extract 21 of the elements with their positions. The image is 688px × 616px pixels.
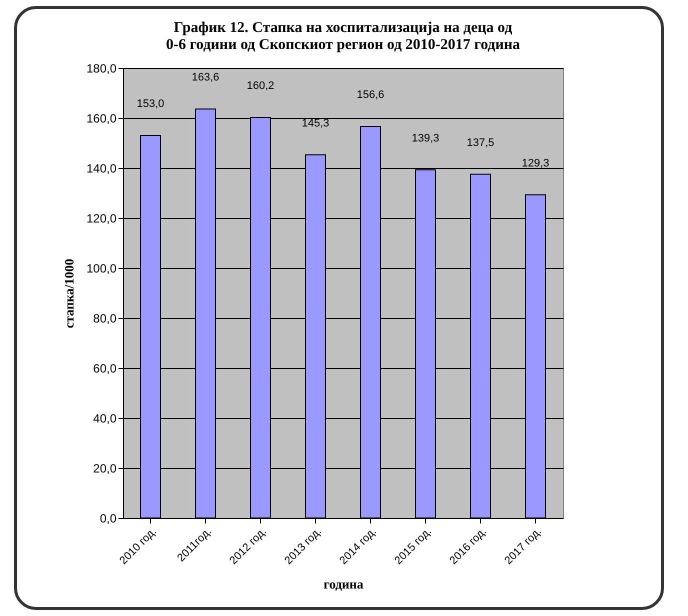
data-label: 139,3: [412, 132, 440, 144]
y-tick-label: 180,0: [86, 62, 117, 76]
data-label: 145,3: [302, 117, 330, 130]
y-tick-label: 0,0: [100, 512, 117, 526]
y-tick-label: 120,0: [86, 212, 117, 226]
data-label: 129,3: [522, 157, 550, 170]
x-axis-title: година: [324, 576, 364, 592]
y-tick-label: 80,0: [93, 312, 117, 326]
y-axis-title: стапка/1000: [61, 258, 76, 328]
y-tick-label: 40,0: [93, 412, 117, 426]
data-label: 153,0: [136, 98, 164, 110]
y-tick-label: 160,0: [86, 112, 117, 126]
y-tick-label: 20,0: [93, 462, 117, 476]
data-label: 160,2: [246, 80, 274, 92]
data-label: 163,6: [192, 72, 220, 84]
data-label: 156,6: [356, 89, 384, 101]
y-tick-label: 140,0: [86, 162, 117, 176]
y-tick-label: 100,0: [86, 262, 117, 276]
data-label: 137,5: [466, 136, 494, 149]
y-tick-label: 60,0: [93, 362, 117, 376]
chart-title: График 12. Стапка на хоспитализација на деца од 0-6 години од Скопскиот регион од 2010-2017 година: [166, 20, 521, 53]
